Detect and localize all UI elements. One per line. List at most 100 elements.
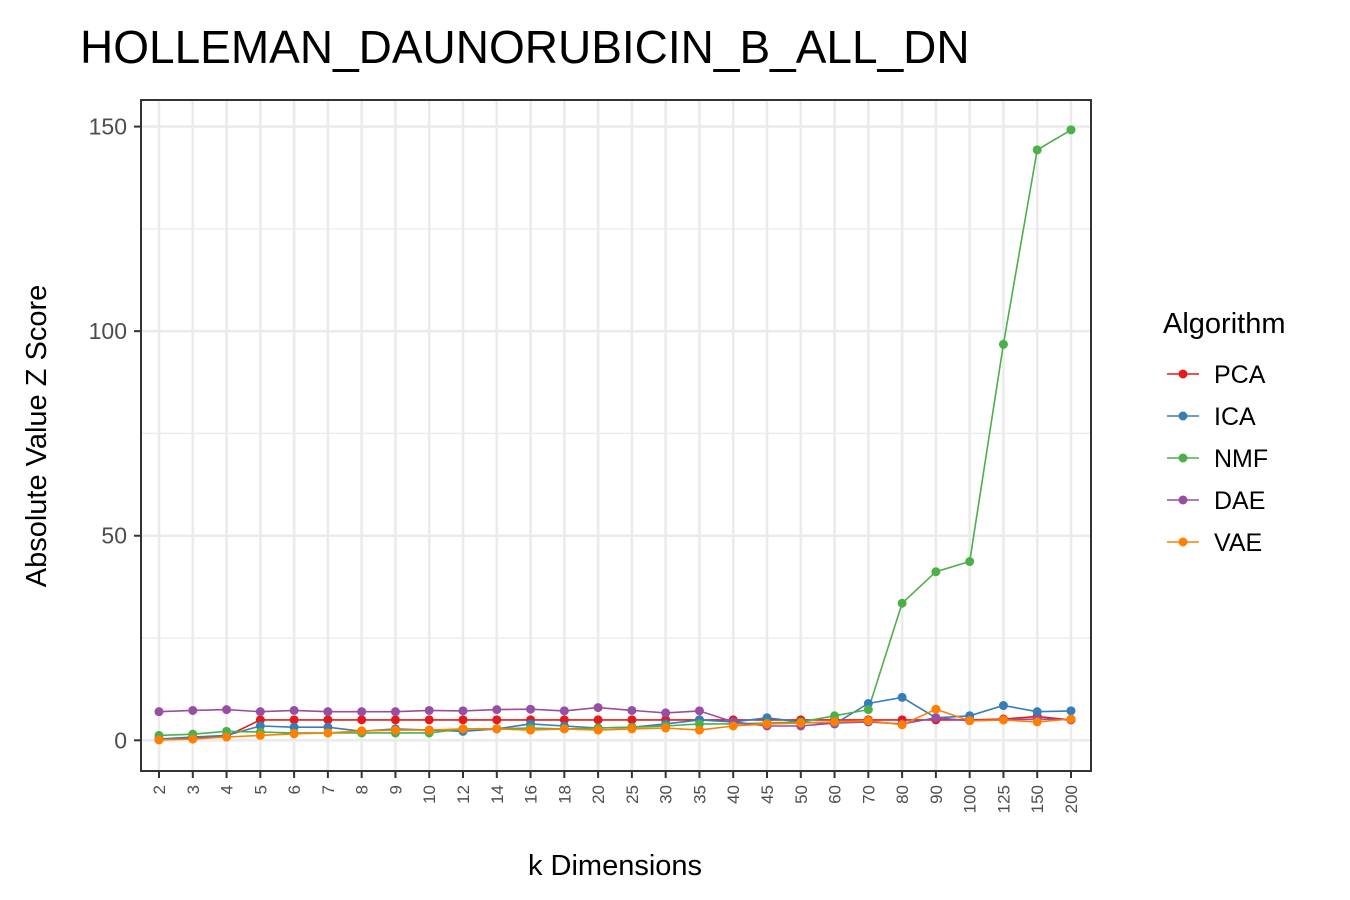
y-tick-label: 100 [89,318,127,344]
y-axis: 0 50 100 150 [89,114,141,753]
data-point-dae [593,703,603,713]
data-point-vae [154,735,164,745]
x-tick-label: 90 [927,785,946,804]
x-tick-label: 125 [994,785,1013,813]
x-tick-label: 25 [623,785,642,804]
data-point-vae [863,716,873,726]
x-tick-label: 12 [454,785,473,804]
data-point-pca [458,715,468,725]
data-point-nmf [1032,145,1042,155]
data-point-vae [255,730,265,740]
legend-key-point-pca [1178,369,1188,379]
data-point-vae [965,716,975,726]
data-point-dae [526,704,536,714]
data-point-nmf [897,598,907,608]
x-tick-label: 200 [1062,785,1081,813]
x-tick-label: 3 [184,785,203,794]
x-tick-label: 20 [589,785,608,804]
data-point-vae [323,728,333,738]
series-points [154,125,1076,745]
data-point-dae [154,707,164,717]
data-point-dae [289,705,299,715]
data-point-dae [390,707,400,717]
data-point-dae [627,705,637,715]
data-point-vae [1032,717,1042,727]
x-tick-label: 5 [251,785,270,794]
series-line-pca [158,715,1072,741]
data-point-dae [559,706,569,716]
data-point-dae [458,706,468,716]
data-point-vae [188,734,198,744]
data-point-vae [897,720,907,730]
data-point-pca [323,715,333,725]
data-point-nmf [998,339,1008,349]
data-point-vae [627,724,637,734]
x-tick-label: 4 [218,785,237,794]
data-point-pca [424,715,434,725]
data-point-vae [458,724,468,734]
data-point-ica [998,701,1008,711]
data-point-pca [492,715,502,725]
data-point-nmf [863,705,873,715]
legend-label-vae: VAE [1214,529,1262,557]
data-point-dae [661,708,671,718]
grid-lines [141,100,1091,771]
data-point-vae [762,719,772,729]
data-point-dae [255,707,265,717]
legend-label-pca: PCA [1214,361,1266,389]
data-point-dae [492,705,502,715]
x-tick-label: 80 [893,785,912,804]
data-point-vae [390,725,400,735]
x-tick-label: 60 [826,785,845,804]
x-axis: 2 3 4 5 6 7 8 9 10 12 14 16 18 20 25 30 35 40 45 50 60 70 80 90… [150,771,1081,813]
legend-key-point-vae [1178,537,1188,547]
x-tick-label: 100 [961,785,980,813]
series-line-dae [158,706,1072,727]
data-point-vae [1066,714,1076,724]
x-tick-label: 50 [792,785,811,804]
x-tick-label: 10 [420,785,439,804]
x-tick-label: 35 [690,785,709,804]
data-point-vae [661,723,671,733]
y-tick-label: 150 [89,114,127,140]
y-tick-label: 50 [101,523,127,549]
x-tick-label: 14 [488,785,507,804]
data-point-vae [357,726,367,736]
x-axis-title: k Dimensions [528,850,702,882]
data-point-nmf [1066,125,1076,135]
x-tick-label: 9 [386,785,405,794]
x-tick-label: 8 [353,785,372,794]
legend-label-nmf: NMF [1214,445,1268,473]
legend: Algorithm PCA ICA NMF DAE VAE [1163,308,1286,557]
x-tick-label: 18 [555,785,574,804]
data-point-vae [492,724,502,734]
plot-background [141,100,1091,771]
data-point-dae [222,705,232,715]
series-line-vae [158,708,1072,741]
x-tick-label: 16 [522,785,541,804]
data-point-ica [1032,707,1042,717]
data-point-dae [357,707,367,717]
x-tick-label: 150 [1028,785,1047,813]
legend-label-ica: ICA [1214,403,1256,431]
legend-key-point-dae [1178,495,1188,505]
data-point-vae [728,721,738,731]
data-point-vae [424,725,434,735]
data-point-pca [289,715,299,725]
x-tick-label: 30 [657,785,676,804]
data-point-dae [931,713,941,723]
data-point-pca [593,715,603,725]
y-axis-title: Absolute Value Z Score [21,285,53,588]
data-point-dae [694,706,704,716]
data-point-ica [897,692,907,702]
legend-key-point-nmf [1178,453,1188,463]
data-point-pca [390,715,400,725]
chart-title: HOLLEMAN_DAUNORUBICIN_B_ALL_DN [80,21,970,73]
data-point-vae [694,725,704,735]
data-point-vae [559,724,569,734]
data-point-vae [222,732,232,742]
x-tick-label: 6 [285,785,304,794]
data-point-dae [188,705,198,715]
x-tick-label: 40 [724,785,743,804]
